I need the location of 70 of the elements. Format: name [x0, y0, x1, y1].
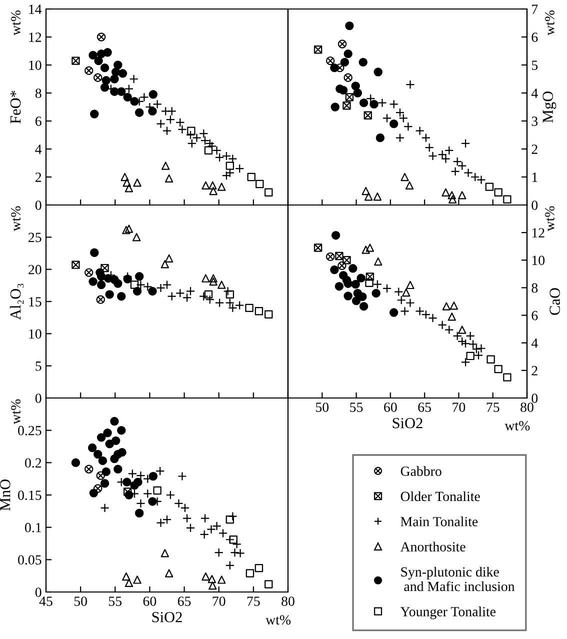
y2-tick-label: 10: [532, 256, 545, 266]
x-tick-label: 65: [178, 596, 191, 606]
x-tick-label: 65: [418, 402, 431, 412]
y-tick-label: 12: [29, 32, 42, 42]
y2-tick-label: 4: [531, 88, 538, 98]
y-tick-label: 0.1: [25, 522, 41, 532]
x-tick-label: 75: [486, 402, 500, 412]
y-tick-label: 0: [35, 394, 42, 403]
x-tick-label: 70: [452, 402, 466, 412]
legend-label: Gabbro: [400, 466, 442, 476]
y-axis-title: MnO: [0, 480, 10, 511]
x-tick-label: 75: [247, 596, 260, 606]
y2-tick-label: 6: [532, 32, 538, 42]
y-tick-label: 8: [35, 88, 42, 98]
x-tick-label: 50: [74, 596, 87, 606]
y-tick-label: 0.2: [25, 458, 42, 468]
y2-axis-title: MgO: [542, 92, 556, 123]
y-tick-label: 5: [36, 362, 42, 371]
legend-label: Older Tonalite: [400, 491, 480, 502]
y-tick-label: 0.15: [18, 490, 42, 500]
y-tick-label: 15: [29, 297, 42, 306]
y2-tick-label: 2: [532, 144, 538, 154]
legend-label: Anorthosite: [400, 542, 466, 552]
y-tick-label: 25: [28, 232, 42, 242]
y2-tick-label: 5: [532, 60, 538, 70]
x-tick-label: 55: [350, 402, 363, 412]
y-tick-label: 6: [35, 116, 42, 126]
y-tick-label: 0.05: [18, 555, 42, 565]
x-axis-title: SiO2: [392, 418, 422, 428]
x-tick-label: 80: [520, 402, 534, 412]
y2-tick-label: 3: [532, 116, 538, 126]
legend-label: Younger Tonalite: [400, 606, 496, 620]
text: wt%: [11, 206, 20, 232]
y-tick-label: 10: [29, 329, 42, 339]
y2-axis-title: CaO: [550, 288, 560, 315]
text: wt%: [545, 206, 554, 232]
y-tick-label: 0.25: [18, 426, 42, 436]
y-tick-label: 4: [35, 144, 42, 154]
y-tick-label: 2: [36, 172, 42, 182]
y2-tick-label: 0: [532, 200, 538, 210]
y2-tick-label: 6: [532, 310, 538, 320]
text: wt%: [545, 10, 554, 36]
y-tick-label: 0: [35, 588, 42, 597]
y-tick-label: 0: [35, 200, 42, 210]
y2-tick-label: 12: [532, 228, 544, 238]
y2-tick-label: 0: [532, 394, 538, 403]
y-axis-title: Al₂O₃: [10, 284, 24, 320]
y2-tick-label: 8: [532, 283, 538, 293]
legend-label: Main Tonalite: [400, 516, 478, 526]
x-tick-label: 50: [316, 402, 329, 412]
text: wt%: [11, 399, 20, 424]
y2-tick-label: 7: [532, 4, 538, 14]
x-axis-title: SiO2: [152, 612, 182, 622]
y2-tick-label: 1: [532, 172, 538, 182]
y-tick-label: 14: [29, 4, 42, 14]
x-tick-label: 60: [143, 596, 156, 606]
text: wt%: [504, 421, 530, 430]
y-axis-title: FeO*: [10, 90, 21, 124]
text: wt%: [11, 10, 20, 36]
y2-tick-label: 2: [532, 366, 538, 376]
y2-tick-label: 4: [531, 338, 538, 348]
x-tick-label: 45: [39, 596, 52, 606]
x-tick-label: 80: [282, 596, 294, 606]
x-tick-label: 70: [212, 596, 226, 606]
legend-label: Syn-plutonic dike and Mafic inclusion: [401, 566, 515, 592]
x-tick-label: 60: [384, 402, 397, 412]
x-tick-label: 55: [109, 596, 122, 606]
y-tick-label: 20: [28, 264, 42, 274]
y-tick-label: 10: [29, 60, 42, 70]
text: wt%: [266, 615, 291, 625]
